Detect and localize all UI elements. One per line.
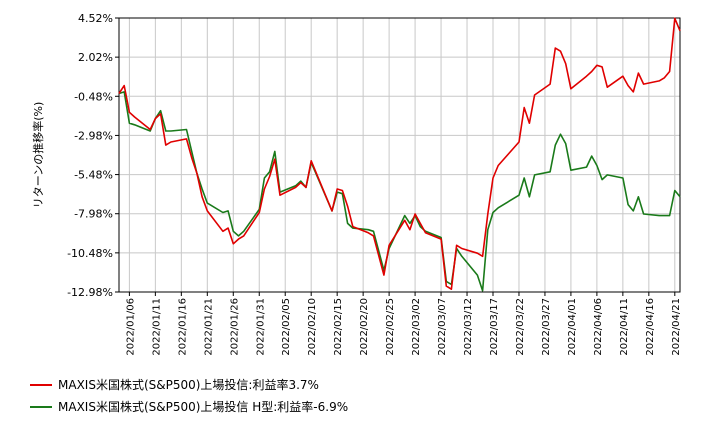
- x-tick-label: 2022/01/21: [203, 298, 214, 356]
- x-tick-label: 2022/01/06: [125, 298, 136, 356]
- x-tick-label: 2022/03/22: [515, 298, 526, 356]
- y-tick-label: -10.48%: [67, 247, 113, 260]
- x-tick-label: 2022/03/07: [437, 298, 448, 356]
- y-tick-label: -5.48%: [74, 169, 113, 182]
- series-layer: [118, 17, 681, 292]
- y-tick-label: -0.48%: [74, 90, 113, 103]
- legend-swatch-red: [30, 383, 52, 386]
- legend-item-series-2: MAXIS米国株式(S&P500)上場投信 H型:利益率-6.9%: [30, 398, 348, 415]
- y-axis-ticks: 4.52% 2.02% -0.48% -2.98% -5.48% -7.98% -10.48…: [67, 12, 119, 299]
- y-tick-label: 4.52%: [78, 12, 113, 25]
- series-line-2: [118, 91, 681, 292]
- x-tick-label: 2022/01/16: [177, 298, 188, 356]
- grid-lines: [119, 17, 680, 293]
- legend-item-series-1: MAXIS米国株式(S&P500)上場投信:利益率3.7%: [30, 376, 319, 393]
- x-tick-label: 2022/04/16: [645, 298, 656, 356]
- x-tick-label: 2022/03/12: [463, 298, 474, 356]
- x-tick-label: 2022/04/06: [593, 298, 604, 356]
- legend-label-series-2: MAXIS米国株式(S&P500)上場投信 H型:利益率-6.9%: [58, 400, 349, 414]
- x-tick-label: 2022/02/15: [333, 298, 344, 356]
- y-tick-label: 2.02%: [78, 51, 113, 64]
- x-tick-label: 2022/01/11: [151, 298, 162, 356]
- x-tick-label: 2022/03/02: [411, 298, 422, 356]
- x-tick-label: 2022/04/21: [671, 298, 682, 356]
- legend-swatch-green: [30, 405, 52, 408]
- y-tick-label: -12.98%: [67, 286, 113, 299]
- x-tick-label: 2022/02/25: [385, 298, 396, 356]
- y-tick-label: -7.98%: [74, 208, 113, 221]
- x-tick-label: 2022/03/27: [541, 298, 552, 356]
- y-tick-label: -2.98%: [74, 129, 113, 142]
- x-tick-label: 2022/01/31: [255, 298, 266, 356]
- x-tick-label: 2022/02/10: [307, 298, 318, 356]
- x-tick-label: 2022/02/05: [281, 298, 292, 356]
- legend-label-series-1: MAXIS米国株式(S&P500)上場投信:利益率3.7%: [58, 378, 319, 392]
- x-tick-label: 2022/01/26: [229, 298, 240, 356]
- x-axis-ticks: 2022/01/06 2022/01/11 2022/01/16 2022/01/21…: [125, 292, 682, 356]
- x-tick-label: 2022/03/17: [489, 298, 500, 356]
- y-axis-label: リターンの推移率(%): [31, 102, 45, 209]
- x-tick-label: 2022/04/01: [567, 298, 578, 356]
- x-tick-label: 2022/04/11: [619, 298, 630, 356]
- series-line-1: [118, 17, 681, 291]
- plot-area: [118, 17, 681, 293]
- x-tick-label: 2022/02/20: [359, 298, 370, 356]
